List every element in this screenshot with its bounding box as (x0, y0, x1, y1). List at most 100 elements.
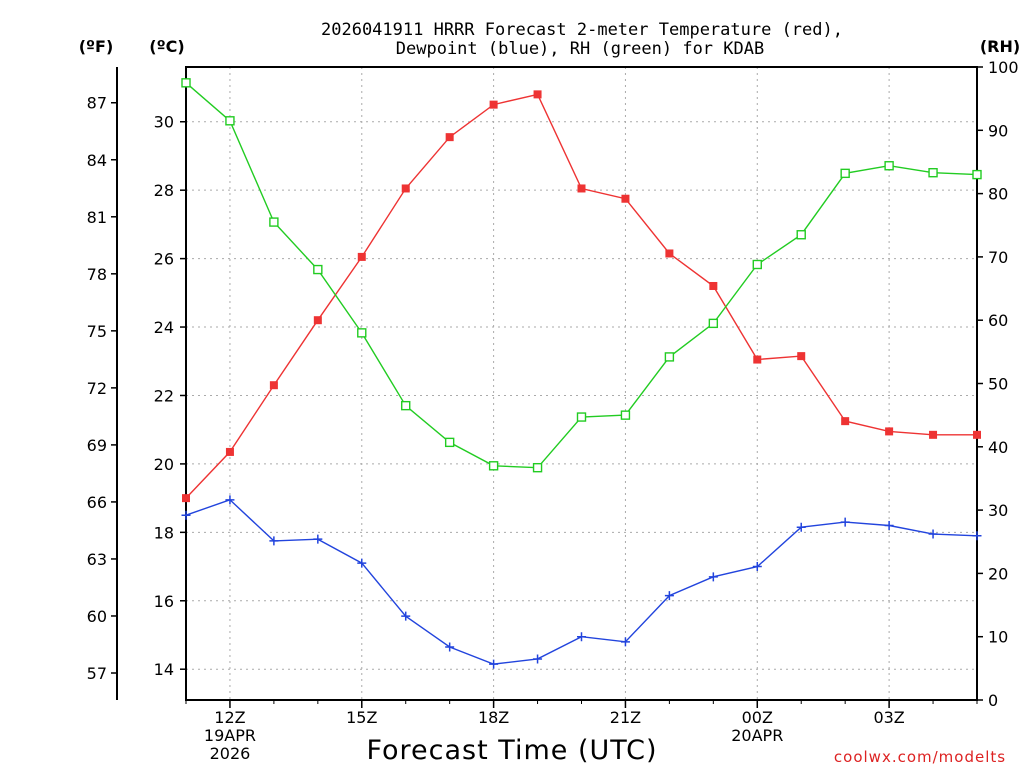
celsius-tick-label: 18 (154, 523, 174, 542)
series-2-point-6 (444, 437, 455, 448)
fahrenheit-tick-label: 72 (87, 379, 107, 398)
celsius-tick-label: 30 (154, 113, 174, 132)
fahrenheit-tick-label: 66 (87, 493, 107, 512)
fahrenheit-unit-label: (ºF) (79, 37, 114, 56)
series-1-point-9 (577, 632, 586, 642)
chart-title-line-1: 2026041911 HRRR Forecast 2-meter Tempera… (321, 20, 843, 40)
x-tick-date-label: 19APR (204, 726, 256, 745)
series-2-point-0 (181, 78, 191, 88)
series-0-point-1 (225, 447, 234, 456)
rh-tick-label: 10 (988, 628, 1008, 647)
series-1-point-1 (225, 495, 235, 505)
plot-frame (185, 66, 978, 701)
series-0-point-2 (269, 381, 278, 390)
grid-lines (186, 67, 977, 700)
series-2-point-7 (488, 461, 499, 471)
series-1-group (181, 495, 982, 669)
axes: 57 60 63 66 69 72 75 78 81 84 87 14 16 18 20 22 24 26 28 30… (87, 58, 1019, 763)
celsius-tick-label: 28 (154, 181, 174, 200)
series-2-point-10 (620, 410, 631, 420)
chart-title-line-2: Dewpoint (blue), RH (green) for KDAB (396, 39, 764, 59)
series-1-point-7 (489, 659, 499, 669)
series-1-point-8 (533, 654, 543, 664)
data-series (181, 78, 982, 669)
rh-tick-label: 30 (988, 501, 1008, 520)
fahrenheit-tick-label: 63 (87, 550, 107, 569)
series-0-point-5 (401, 184, 410, 193)
celsius-tick-label: 16 (154, 592, 174, 611)
series-0-point-12 (709, 281, 718, 290)
series-0-point-6 (445, 133, 454, 142)
chart-title: 2026041911 HRRR Forecast 2-meter Tempera… (321, 20, 843, 59)
rh-tick-label: 40 (988, 438, 1008, 457)
series-2-point-18 (972, 169, 982, 180)
rh-tick-label: 90 (988, 121, 1008, 140)
series-1-point-15 (840, 517, 850, 527)
series-0-point-3 (313, 316, 322, 325)
series-0-point-4 (357, 252, 366, 261)
series-0-point-7 (489, 100, 498, 109)
rh-tick-label: 60 (988, 311, 1008, 330)
series-2-point-16 (884, 161, 894, 171)
fahrenheit-tick-label: 78 (87, 265, 107, 284)
rh-tick-label: 100 (988, 58, 1019, 77)
series-0-point-13 (753, 355, 762, 364)
rh-tick-label: 50 (988, 375, 1008, 394)
series-0-point-15 (841, 417, 850, 426)
fahrenheit-tick-label: 75 (87, 322, 107, 341)
series-0-group (182, 90, 981, 503)
fahrenheit-tick-label: 60 (87, 607, 107, 626)
celsius-tick-label: 24 (154, 318, 174, 337)
series-0-point-0 (182, 494, 190, 503)
series-2-point-14 (796, 230, 806, 240)
series-0-point-14 (797, 352, 806, 361)
series-2-point-1 (225, 116, 235, 126)
rh-tick-label: 80 (988, 185, 1008, 204)
fahrenheit-tick-label: 81 (87, 208, 107, 227)
series-2-point-17 (928, 168, 938, 178)
fahrenheit-tick-label: 69 (87, 436, 107, 455)
series-1-point-2 (269, 536, 279, 546)
fahrenheit-tick-label: 57 (87, 664, 107, 683)
rh-tick-label: 70 (988, 248, 1008, 267)
series-1-point-10 (620, 637, 630, 647)
series-0-point-11 (665, 249, 674, 258)
series-1-point-11 (664, 591, 674, 601)
series-2-point-11 (664, 352, 675, 362)
series-2-point-9 (576, 412, 587, 422)
series-1-point-0 (181, 510, 191, 520)
celsius-tick-label: 26 (154, 250, 174, 269)
rh-tick-label: 0 (988, 691, 998, 710)
series-1-point-6 (445, 642, 455, 652)
series-0-point-17 (929, 430, 938, 439)
series-2-point-15 (840, 168, 850, 179)
series-2-point-13 (752, 259, 762, 270)
series-1-point-14 (796, 522, 806, 532)
series-1-point-3 (313, 534, 323, 544)
series-0-point-10 (621, 194, 630, 203)
celsius-tick-label: 14 (154, 660, 174, 679)
fahrenheit-tick-label: 84 (87, 151, 107, 170)
fahrenheit-tick-label: 87 (87, 94, 107, 113)
x-tick-label: 12Z (214, 708, 245, 727)
x-tick-label: 21Z (610, 708, 641, 727)
series-1-point-18 (972, 531, 982, 541)
series-line-2-meter-temperature (185, 93, 977, 499)
series-1-point-5 (401, 611, 411, 621)
x-axis-label: Forecast Time (UTC) (366, 735, 657, 766)
series-1-point-12 (708, 572, 718, 582)
series-1-point-4 (357, 558, 367, 568)
x-tick-label: 18Z (478, 708, 509, 727)
series-0-point-16 (885, 427, 894, 436)
x-tick-date-label: 20APR (731, 726, 783, 745)
x-tick-year-label: 2026 (210, 744, 251, 763)
celsius-unit-label: (ºC) (149, 37, 184, 56)
series-2-point-2 (269, 217, 279, 227)
series-2-group (181, 78, 982, 473)
watermark: coolwx.com/modelts (834, 748, 1006, 766)
rh-tick-label: 20 (988, 564, 1008, 583)
series-2-point-4 (357, 328, 367, 338)
series-2-point-8 (532, 462, 543, 473)
celsius-tick-label: 20 (154, 455, 174, 474)
series-0-point-9 (577, 184, 586, 193)
